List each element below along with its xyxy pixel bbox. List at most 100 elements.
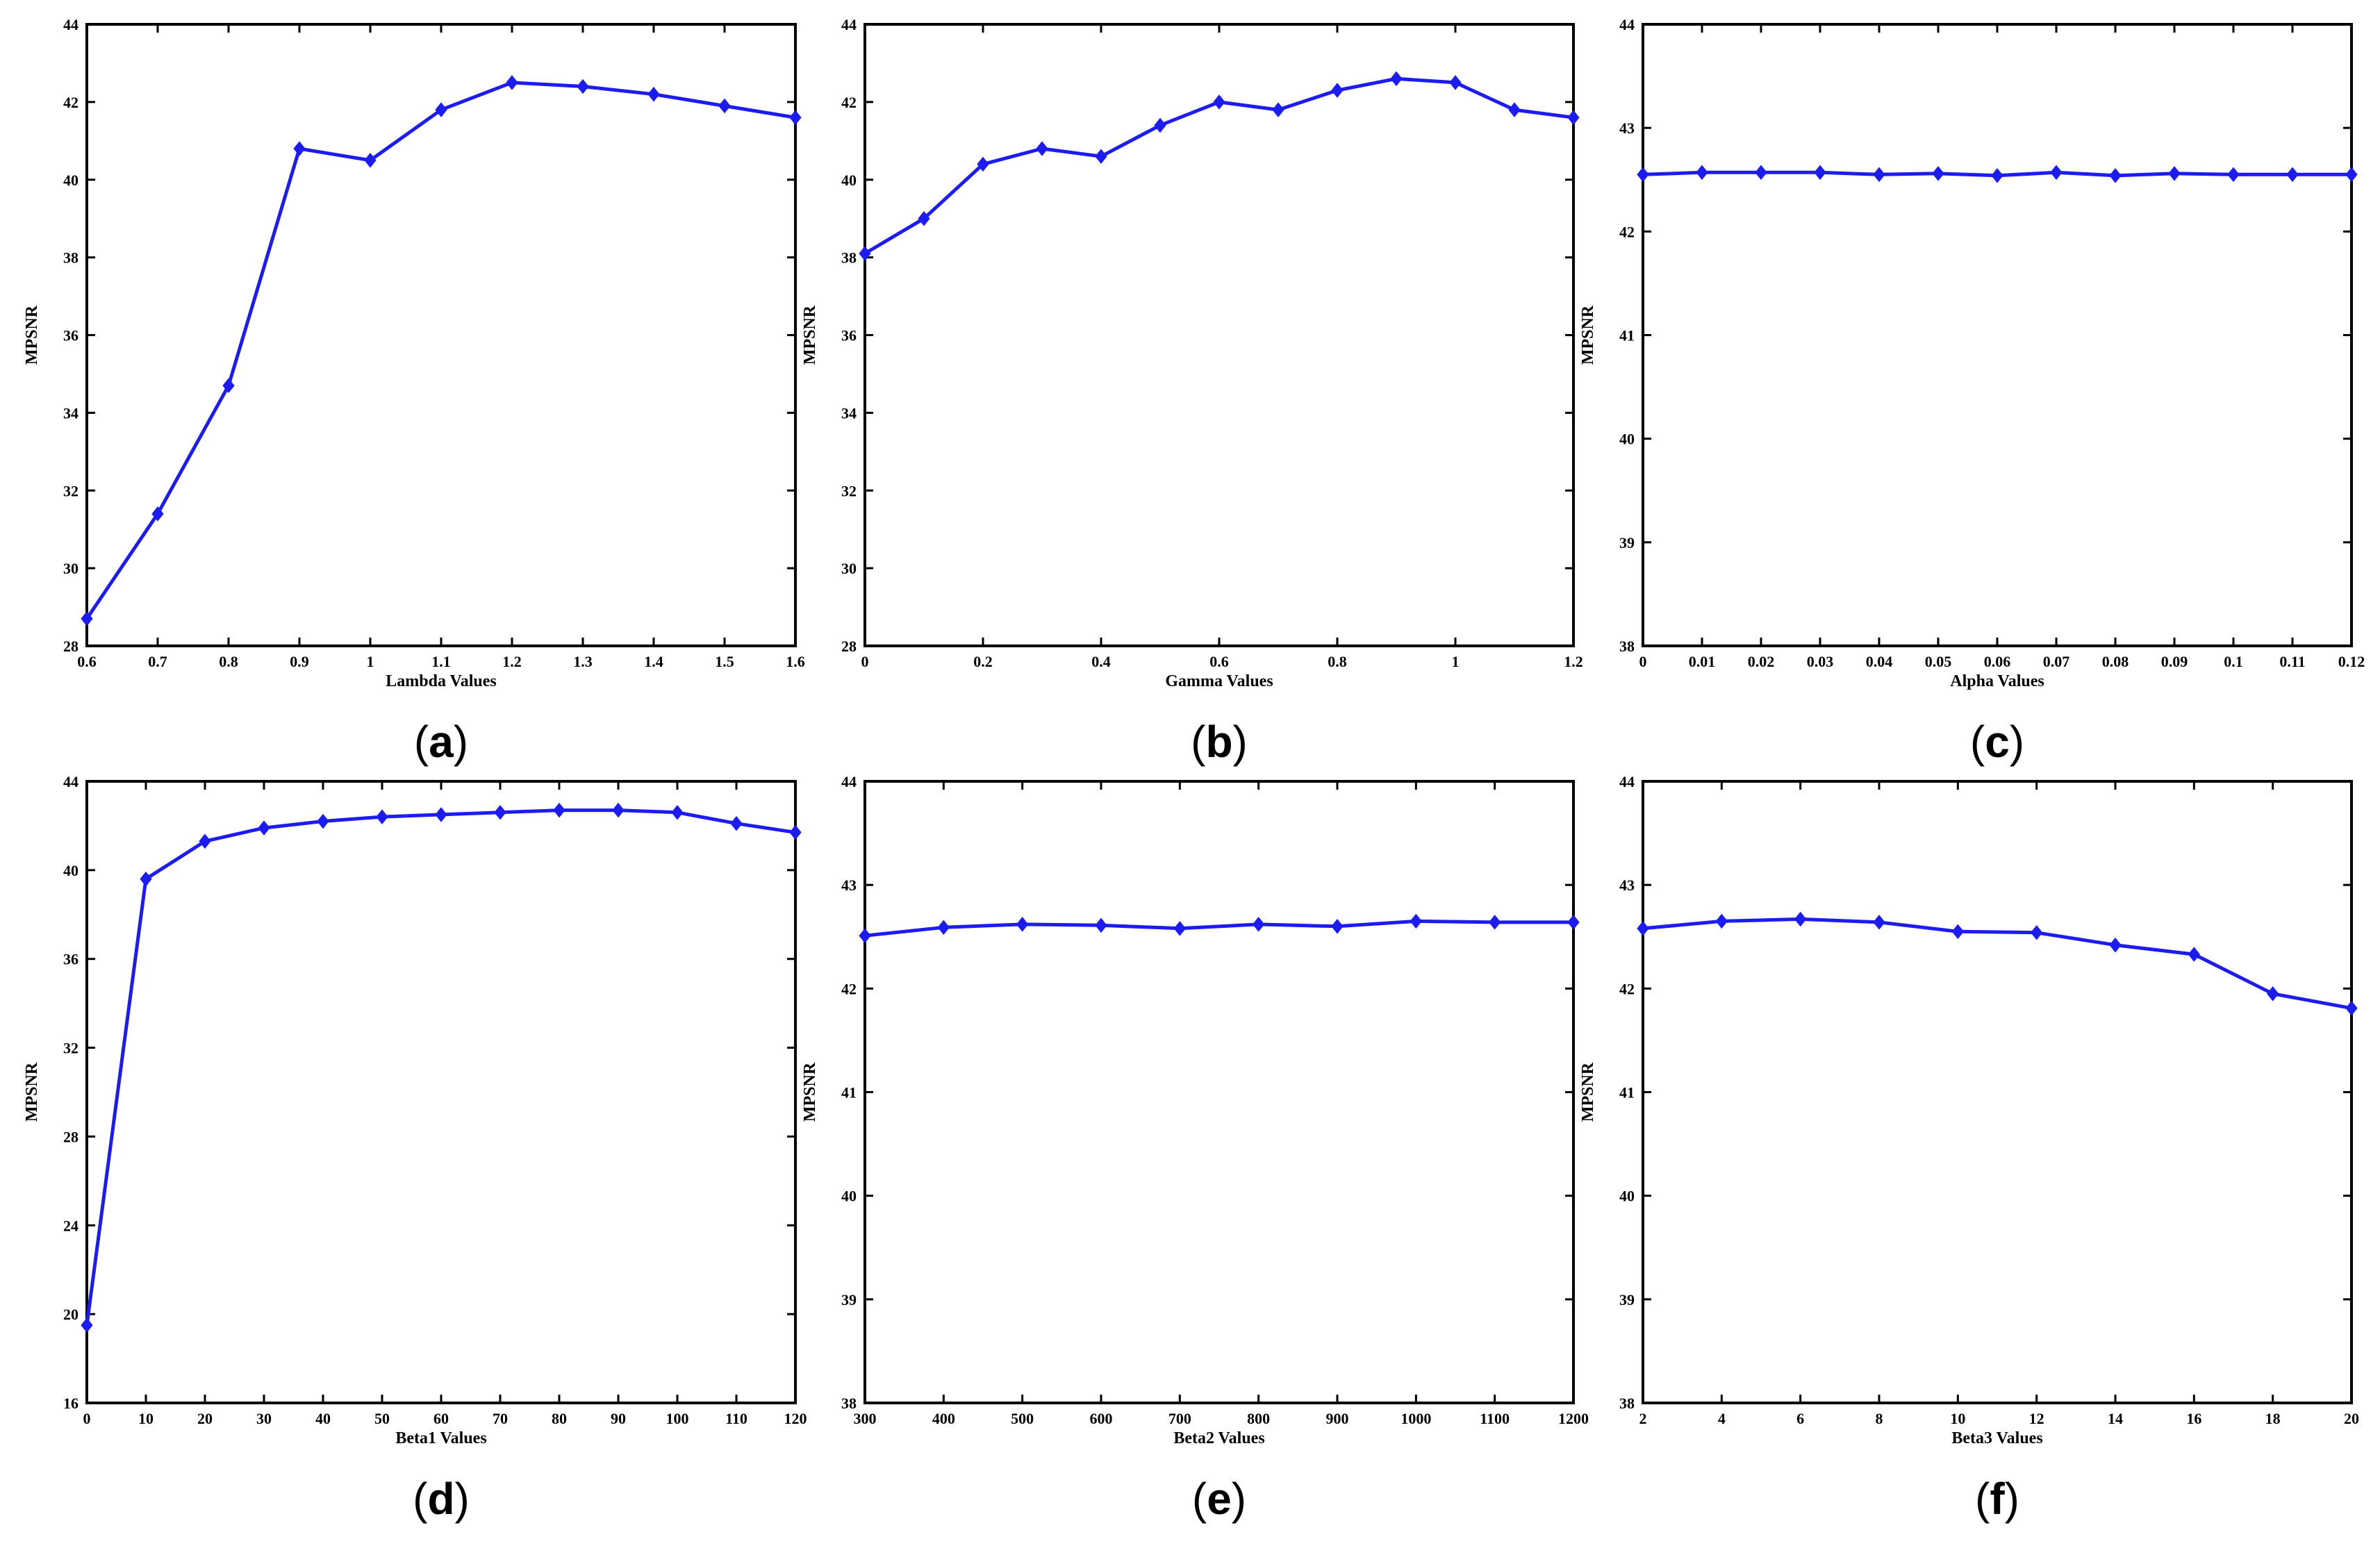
x-tick-label: 4 (1718, 1410, 1726, 1427)
x-tick-label: 18 (2265, 1410, 2281, 1427)
y-tick-label: 44 (63, 16, 78, 33)
y-tick-label: 38 (841, 249, 857, 267)
data-point (2345, 1000, 2358, 1016)
data-point (2267, 986, 2279, 1001)
x-axis-label: Beta1 Values (395, 1429, 486, 1447)
x-tick-label: 900 (1326, 1410, 1349, 1427)
x-tick-label: 1.6 (786, 653, 805, 670)
x-tick-label: 0.02 (1748, 653, 1775, 670)
x-tick-label: 0.08 (2102, 653, 2129, 670)
plot-frame (863, 23, 1575, 647)
x-tick-label: 800 (1247, 1410, 1270, 1427)
panel-label: (c) (1970, 717, 2024, 767)
data-point (859, 928, 871, 944)
plot-frame (85, 23, 797, 647)
y-tick-label: 42 (63, 94, 78, 111)
data-point (937, 920, 950, 936)
y-tick-label: 16 (63, 1395, 78, 1412)
y-tick-label: 41 (841, 1084, 857, 1102)
y-tick-label: 34 (841, 404, 857, 422)
chart-panel-a: 0.6 0.7 0.8 0.9 1 1.1 1.2 1.3 1.4 1.5 1.6 28 30 32 34 3… (23, 16, 805, 767)
data-point (2345, 167, 2358, 183)
data-point (1696, 165, 1708, 181)
data-point (1272, 102, 1284, 117)
data-point (364, 152, 377, 168)
data-point (376, 809, 388, 824)
y-tick-label: 44 (841, 16, 857, 33)
x-tick-label: 0 (1639, 653, 1647, 670)
data-point (1873, 167, 1885, 183)
x-tick-label: 0.8 (219, 653, 238, 670)
data-point (2227, 167, 2240, 183)
x-axis-label: Gamma Values (1165, 672, 1273, 690)
data-point (2168, 165, 2181, 181)
data-point (671, 804, 684, 820)
y-axis-label: MPSNR (23, 305, 41, 365)
series-line (863, 919, 1576, 938)
x-tick-label: 0.2 (973, 653, 993, 670)
panel-label: (b) (1191, 717, 1248, 767)
x-tick-label: 40 (315, 1410, 331, 1427)
x-tick-label: 0.03 (1807, 653, 1834, 670)
x-tick-label: 6 (1796, 1410, 1804, 1427)
y-tick-label: 38 (1619, 1395, 1635, 1412)
y-tick-label: 28 (841, 638, 857, 655)
x-tick-label: 0 (861, 653, 869, 670)
y-tick-label: 44 (841, 773, 857, 790)
data-point (1331, 83, 1344, 98)
x-tick-label: 0.09 (2161, 653, 2188, 670)
data-point (2031, 924, 2043, 940)
x-tick-label: 1100 (1480, 1410, 1510, 1427)
data-point (612, 802, 625, 818)
x-tick-label: 10 (1950, 1410, 1965, 1427)
x-tick-label: 1.2 (502, 653, 522, 670)
y-axis-label: MPSNR (801, 1062, 819, 1122)
y-axis-label: MPSNR (23, 1062, 41, 1122)
chart-panel-f: 2 4 6 8 10 12 14 16 18 20 38 39 40 41 42 43 44 Beta3 Valu… (1579, 773, 2359, 1524)
data-point (789, 824, 802, 840)
chart-panel-d: 0 10 20 30 40 50 60 70 80 90 100 110 120 16 20 24 28 32 36… (23, 773, 807, 1524)
x-tick-label: 0 (83, 1410, 91, 1427)
x-tick-label: 1 (1452, 653, 1460, 670)
x-tick-label: 20 (2344, 1410, 2359, 1427)
y-tick-label: 30 (841, 560, 857, 577)
data-point (1567, 110, 1580, 126)
data-point (435, 102, 447, 117)
x-tick-label: 0.05 (1925, 653, 1952, 670)
chart-panel-b: 0 0.2 0.4 0.6 0.8 1 1.2 28 30 32 34 36 38 40 42 44 Gamma… (801, 16, 1583, 767)
x-tick-label: 20 (197, 1410, 213, 1427)
x-tick-label: 0.9 (290, 653, 309, 670)
x-axis-label: Lambda Values (386, 672, 496, 690)
plot-frame (863, 780, 1575, 1404)
x-tick-label: 600 (1090, 1410, 1113, 1427)
y-tick-label: 39 (1619, 1291, 1635, 1308)
y-tick-label: 39 (1619, 534, 1635, 551)
y-tick-label: 44 (63, 773, 78, 790)
y-tick-label: 40 (1619, 1188, 1635, 1205)
data-point (859, 246, 871, 261)
x-tick-label: 70 (493, 1410, 508, 1427)
y-tick-label: 38 (841, 1395, 857, 1412)
data-point (199, 833, 211, 849)
x-tick-label: 1.2 (1564, 653, 1583, 670)
data-point (918, 210, 930, 226)
data-point (1154, 117, 1166, 133)
x-tick-label: 0.1 (2224, 653, 2243, 670)
data-point (258, 820, 270, 836)
x-tick-label: 10 (138, 1410, 154, 1427)
y-tick-label: 36 (63, 327, 78, 344)
y-tick-label: 43 (841, 876, 857, 894)
data-point (1637, 167, 1649, 183)
data-point (317, 813, 329, 829)
data-point (222, 378, 235, 394)
x-tick-label: 0.6 (1209, 653, 1229, 670)
x-tick-label: 1.5 (715, 653, 734, 670)
y-tick-label: 40 (841, 172, 857, 189)
data-point (1095, 917, 1107, 933)
y-tick-label: 43 (1619, 876, 1635, 894)
data-point (1449, 75, 1462, 90)
y-tick-label: 40 (841, 1188, 857, 1205)
y-tick-label: 34 (63, 404, 78, 422)
data-point (1873, 915, 1885, 930)
y-tick-label: 42 (841, 94, 857, 111)
